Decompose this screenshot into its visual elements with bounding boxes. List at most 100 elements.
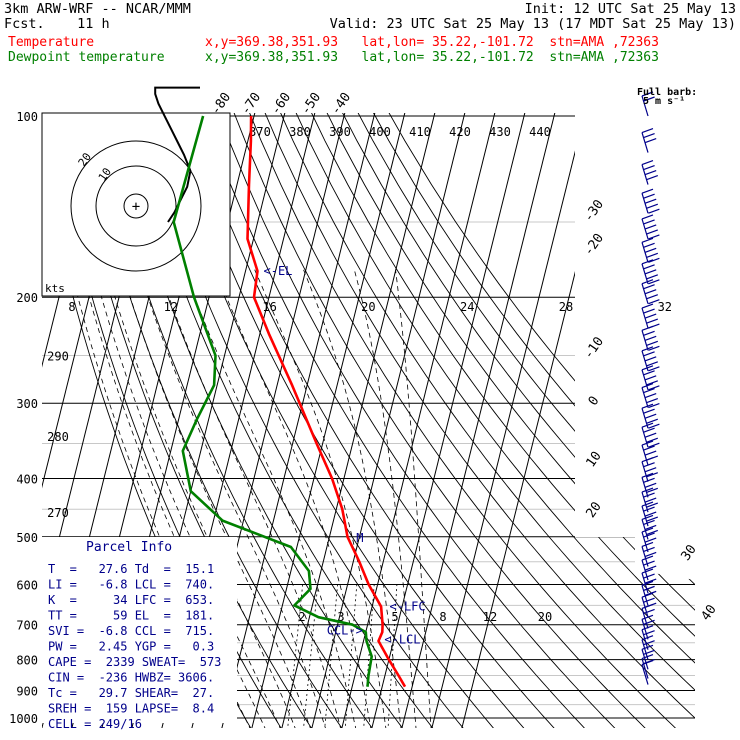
barb-flag xyxy=(644,335,657,341)
mixing-ratio-label: 8 xyxy=(68,300,75,314)
barb-flag xyxy=(644,432,657,438)
barb-flag xyxy=(641,303,654,309)
theta-label: 380 xyxy=(289,125,311,139)
barb-flag xyxy=(646,340,659,346)
barb-staff xyxy=(641,546,649,567)
barb-flag xyxy=(648,423,660,429)
barb-flag xyxy=(641,654,654,660)
barb-flag xyxy=(644,198,657,204)
barb-flag xyxy=(643,560,655,566)
barb-staff xyxy=(641,132,649,153)
isotherm-label: -70 xyxy=(238,90,264,118)
barb-flag xyxy=(643,477,655,483)
barb-flag xyxy=(641,614,654,620)
wind-barb xyxy=(641,259,660,285)
level-marker: <-LFC xyxy=(390,600,426,614)
moist-adiabat xyxy=(183,269,357,728)
barb-flag xyxy=(641,279,654,285)
barb-flag xyxy=(643,193,655,199)
wind-barb xyxy=(641,91,655,117)
barb-flag xyxy=(641,127,654,134)
dry-adiabat xyxy=(269,113,695,728)
barb-flag xyxy=(643,573,655,579)
barb-flag xyxy=(646,380,659,386)
barb-flag xyxy=(646,229,659,235)
wetbulb-label: 280 xyxy=(47,430,69,444)
theta-label: 400 xyxy=(369,125,391,139)
barb-flag xyxy=(643,96,655,102)
isotherm-line xyxy=(250,113,412,728)
wind-barbs xyxy=(641,91,660,685)
dry-adiabat xyxy=(374,113,695,728)
barb-flag xyxy=(643,242,655,248)
dry-adiabat xyxy=(223,113,649,728)
parcel-info-row: CIN = -236 HWBZ= 3606. xyxy=(48,671,214,685)
dry-adiabat xyxy=(299,113,695,728)
pressure-label: 800 xyxy=(16,654,38,668)
wind-barb xyxy=(641,365,660,391)
parcel-info-row: K = 34 LFC = 653. xyxy=(48,593,214,607)
barb-flag xyxy=(641,382,654,389)
barb-flag xyxy=(641,580,654,586)
pressure-label: 500 xyxy=(16,531,38,545)
moist-adiabat xyxy=(214,269,372,728)
parcel-info-panel: Parcel Info T = 27.6 Td = 15.1 LI = -6.8 L… xyxy=(42,537,237,731)
barb-flag xyxy=(643,619,655,625)
barb-staff xyxy=(641,444,649,466)
barb-flag xyxy=(643,219,655,225)
barb-flag xyxy=(641,160,654,166)
barb-flag xyxy=(641,527,654,533)
barb-flag xyxy=(644,578,657,584)
wind-barb xyxy=(641,279,660,305)
barb-flag xyxy=(644,375,657,381)
wind-barb xyxy=(641,382,660,409)
barb-flag xyxy=(641,660,654,666)
dewpoint-location: x,y=369.38,351.93 lat,lon= 35.22,-101.72… xyxy=(205,50,659,65)
wind-barb xyxy=(641,214,660,240)
wind-barb xyxy=(641,660,654,685)
barb-staff xyxy=(641,477,649,498)
wind-barb xyxy=(641,457,659,482)
barb-flag xyxy=(641,555,654,561)
parcel-info-row: CAPE = 2339 SWEAT= 573 xyxy=(48,655,221,669)
dry-adiabat xyxy=(193,113,588,728)
mixing-ratio-line xyxy=(302,584,319,728)
wetbulb-label: 270 xyxy=(47,506,69,520)
level-markers: <-EL <-LFC CCL-> <-LCL M xyxy=(264,264,426,646)
dry-adiabat xyxy=(314,113,695,728)
barb-staff xyxy=(641,330,649,351)
isotherm-label: -40 xyxy=(328,90,354,118)
barb-flag xyxy=(643,351,655,357)
parcel-info-row: SVI = -6.8 CCL = 715. xyxy=(48,624,214,638)
barb-flag xyxy=(641,325,654,331)
barb-flag xyxy=(648,234,660,240)
barb-flag xyxy=(644,247,657,253)
mixing-ratio-label: 12 xyxy=(164,300,178,314)
barb-staff xyxy=(641,619,649,640)
parcel-info-row: T = 27.6 Td = 15.1 xyxy=(48,562,214,576)
mixing-ratio-label: 5 xyxy=(391,610,398,624)
mixing-ratio-label: 16 xyxy=(262,300,276,314)
barb-flag xyxy=(644,269,657,275)
parcel-info-row: TT = 59 EL = 181. xyxy=(48,609,214,623)
barb-flag xyxy=(641,214,654,220)
wind-barb xyxy=(641,487,659,513)
pressure-label: 1000 xyxy=(9,712,38,726)
barb-staff xyxy=(641,283,649,304)
temperature-location: x,y=369.38,351.93 lat,lon= 35.22,-101.72… xyxy=(205,35,659,50)
barb-flag xyxy=(644,467,657,473)
barb-flag xyxy=(641,514,654,520)
wind-barb xyxy=(641,527,657,553)
hodograph-ring-label: 10 xyxy=(96,165,114,183)
barb-staff xyxy=(641,658,649,679)
barb-flag xyxy=(648,299,660,305)
barb-staff xyxy=(641,491,649,513)
barb-staff xyxy=(641,664,649,685)
barb-staff xyxy=(641,649,649,670)
barb-flag xyxy=(644,289,657,295)
barb-flag xyxy=(644,413,657,419)
barb-flag xyxy=(644,482,657,488)
barb-flag xyxy=(646,274,659,280)
isotherm-label: 40 xyxy=(698,602,719,623)
